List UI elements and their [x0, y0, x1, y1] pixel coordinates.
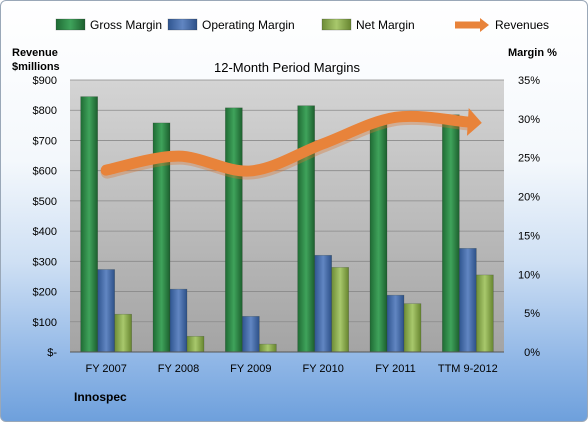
category-labels: FY 2007 FY 2008 FY 2009 FY 2010 FY 2011 TTM 9…	[85, 363, 497, 375]
right-tick-label: 10%	[518, 269, 540, 281]
left-axis-label-line1: Revenue	[12, 47, 58, 59]
operating-margin-bar	[459, 248, 477, 353]
revenue-line-layer	[100, 107, 482, 180]
operating-margin-bar	[314, 254, 332, 353]
left-tick-label: $500	[33, 196, 57, 208]
legend-swatch	[55, 18, 86, 31]
right-axis-label: Margin %	[508, 47, 557, 59]
right-axis-ticks: 0% 5% 10% 15% 20% 25% 30% 35%	[518, 75, 540, 359]
left-axis-ticks: $- $100 $200 $300 $400 $500 $600 $700 $800 $900	[33, 75, 58, 359]
category-label: FY 2010	[302, 363, 343, 375]
left-tick-label: $700	[33, 135, 57, 147]
left-tick-label: $800	[33, 105, 57, 117]
left-tick-label: $900	[33, 75, 57, 87]
left-tick-label: $200	[33, 287, 57, 299]
category-label: FY 2009	[230, 363, 271, 375]
left-axis-label-line2: $millions	[12, 61, 60, 73]
category-label: FY 2011	[375, 363, 416, 375]
plot-area	[70, 80, 504, 352]
gross-margin-bar	[442, 114, 460, 353]
right-tick-label: 5%	[524, 308, 540, 320]
bars-layer	[80, 96, 494, 353]
legend-swatch	[167, 18, 198, 31]
revenues-arrow-head	[466, 107, 482, 136]
category-label: TTM 9-2012	[438, 363, 498, 375]
net-margin-bar	[259, 343, 277, 353]
left-tick-label: $-	[47, 347, 57, 359]
legend-swatch	[321, 18, 352, 31]
net-margin-bar	[114, 313, 132, 353]
operating-margin-bar	[97, 269, 115, 353]
legend-arrow-swatch	[480, 18, 489, 32]
operating-margin-bar	[169, 288, 188, 353]
net-margin-bar	[331, 267, 349, 353]
right-tick-label: 30%	[518, 114, 540, 126]
revenues-line	[100, 110, 474, 177]
left-tick-label: $100	[33, 317, 57, 329]
category-label: FY 2008	[158, 363, 199, 375]
legend-operating-margin: Operating Margin	[202, 18, 295, 32]
right-tick-label: 25%	[518, 153, 540, 165]
operating-margin-bar	[242, 316, 260, 353]
operating-margin-bar	[386, 294, 405, 353]
company-name: Innospec	[74, 390, 127, 404]
left-tick-label: $600	[33, 166, 57, 178]
gross-margin-bar	[369, 120, 388, 353]
category-label: FY 2007	[85, 363, 126, 375]
left-tick-label: $400	[33, 226, 57, 238]
net-margin-bar	[403, 303, 422, 353]
gross-margin-bar	[225, 107, 243, 353]
legend-net-margin: Net Margin	[356, 18, 415, 32]
gross-margin-bar	[80, 96, 98, 353]
right-tick-label: 15%	[518, 230, 540, 242]
legend: Gross Margin Operating Margin Net Margin Re…	[55, 18, 549, 32]
gridlines	[70, 79, 504, 323]
legend-gross-margin: Gross Margin	[90, 18, 162, 32]
net-margin-bar	[476, 274, 494, 353]
right-tick-label: 20%	[518, 192, 540, 204]
legend-revenues: Revenues	[495, 18, 549, 32]
left-tick-label: $300	[33, 256, 57, 268]
right-tick-label: 35%	[518, 75, 540, 87]
right-tick-label: 0%	[524, 347, 540, 359]
chart-title: 12-Month Period Margins	[214, 60, 360, 75]
net-margin-bar	[186, 335, 205, 353]
